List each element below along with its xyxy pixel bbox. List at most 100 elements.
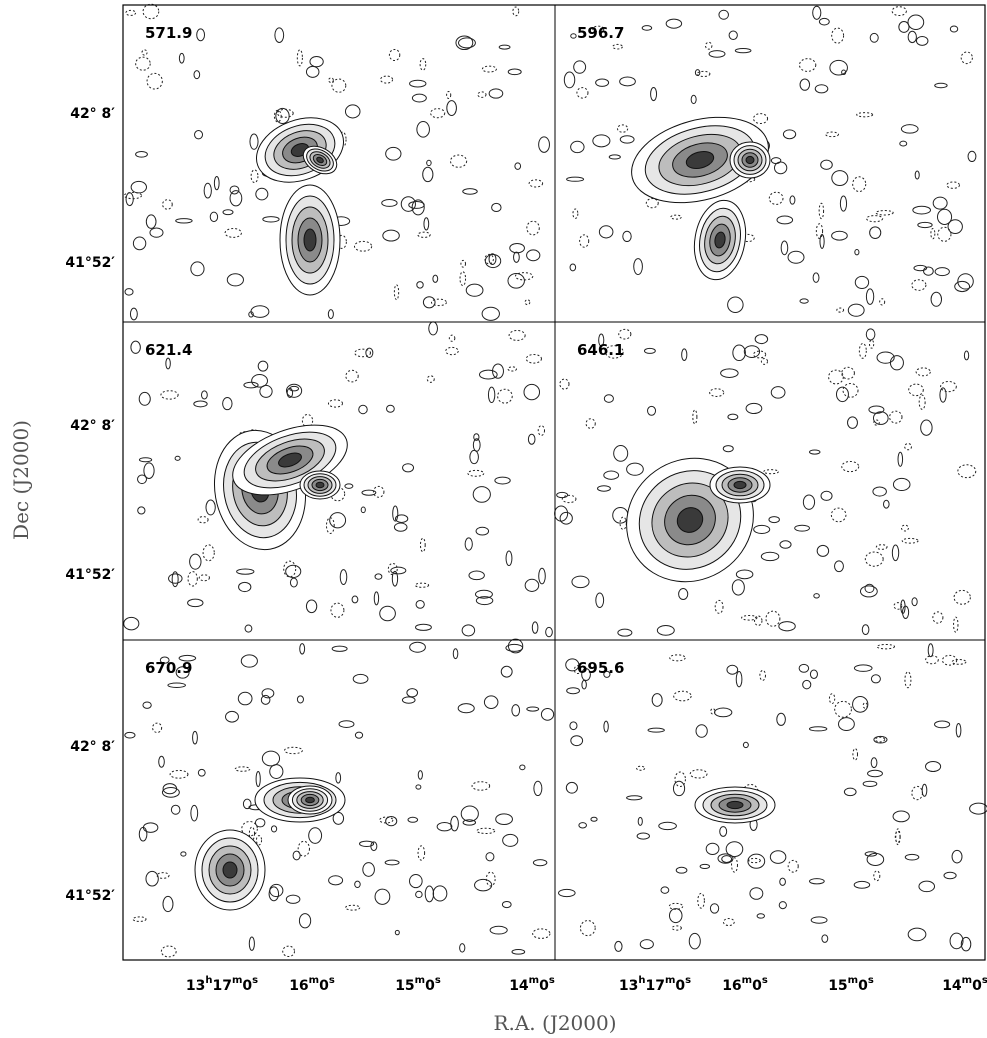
noise-contour (954, 280, 971, 293)
noise-contour (156, 872, 170, 879)
noise-contour (592, 134, 611, 148)
noise-contour (937, 226, 952, 242)
x-tick-part: s (685, 975, 691, 986)
noise-contour (512, 6, 520, 17)
noise-contour (688, 932, 701, 950)
noise-contour (892, 477, 911, 492)
noise-contour (274, 27, 285, 43)
noise-contour (779, 877, 786, 886)
emission-contour (714, 231, 726, 249)
noise-contour (508, 329, 526, 341)
noise-contour (174, 455, 181, 461)
noise-contour (532, 859, 548, 867)
noise-contour (165, 357, 171, 370)
x-tick-part: s (868, 975, 874, 986)
noise-contour (432, 274, 439, 283)
noise-contour (193, 70, 201, 80)
noise-contour (393, 284, 400, 301)
noise-contour (902, 605, 910, 619)
noise-contour (391, 570, 399, 587)
noise-contour (714, 599, 724, 614)
noise-contour (907, 927, 927, 942)
noise-contour (203, 182, 212, 199)
panel-label: 646.1 (577, 341, 624, 359)
noise-contour (124, 288, 134, 296)
noise-contour (409, 79, 427, 88)
x-tick-label: 15m0s (395, 975, 441, 994)
noise-contour (125, 9, 137, 16)
noise-contour (249, 133, 259, 150)
noise-contour (639, 939, 654, 950)
noise-contour (430, 108, 446, 119)
noise-contour (816, 544, 830, 557)
noise-contour (957, 273, 974, 290)
noise-contour (918, 394, 926, 410)
noise-contour (899, 140, 908, 147)
noise-contour (556, 491, 569, 499)
noise-contour (358, 404, 368, 415)
x-tick-part: s (549, 975, 555, 986)
noise-contour (388, 48, 401, 62)
x-tick-part: 16 (722, 978, 741, 994)
noise-contour (572, 208, 579, 219)
noise-contour (241, 821, 258, 837)
noise-contour (808, 878, 825, 885)
noise-contour (417, 770, 423, 780)
noise-contour (821, 934, 829, 943)
noise-contour (891, 6, 907, 16)
noise-contour (915, 367, 931, 377)
noise-contour (175, 666, 190, 679)
noise-contour (514, 162, 522, 170)
noise-contour (893, 602, 903, 610)
noise-contour (243, 381, 259, 389)
noise-contour (830, 507, 847, 523)
noise-contour (129, 307, 138, 321)
x-tick-label: 16m0s (722, 975, 768, 994)
x-tick-part: m (415, 975, 425, 986)
noise-contour (936, 208, 953, 226)
noise-contour (374, 573, 383, 580)
noise-contour (581, 679, 587, 690)
noise-contour (352, 673, 369, 684)
noise-contour (402, 463, 415, 473)
noise-contour (765, 610, 781, 627)
noise-contour (668, 902, 684, 910)
noise-contour (283, 560, 297, 578)
noise-contour (900, 524, 909, 532)
noise-contour (563, 71, 576, 89)
noise-contour (180, 851, 187, 857)
noise-contour (225, 710, 239, 723)
noise-contour (255, 835, 263, 846)
noise-contour (947, 219, 963, 235)
noise-contour (898, 21, 910, 33)
noise-contour (875, 544, 888, 550)
noise-contour (612, 43, 623, 50)
noise-contour (401, 696, 416, 704)
noise-contour (382, 229, 400, 242)
x-tick-part: 17 (646, 978, 665, 994)
noise-contour (834, 560, 844, 573)
noise-contour (799, 298, 809, 304)
noise-contour (570, 140, 585, 154)
noise-contour (201, 390, 208, 400)
noise-contour (831, 27, 845, 44)
noise-contour (344, 104, 361, 119)
noise-contour (870, 674, 881, 684)
noise-contour (237, 691, 253, 706)
noise-contour (296, 695, 304, 704)
noise-contour (162, 895, 174, 913)
noise-contour (158, 755, 165, 768)
y-tick-label: 41°52′ (65, 888, 115, 904)
emission-contour (278, 452, 302, 468)
noise-contour (901, 537, 919, 544)
noise-contour (393, 522, 408, 532)
noise-contour (842, 383, 859, 398)
noise-contour (187, 598, 204, 608)
noise-contour (565, 658, 580, 672)
noise-contour (740, 233, 755, 243)
noise-contour (145, 870, 159, 887)
noise-contour (894, 830, 901, 844)
noise-contour (645, 198, 659, 209)
noise-contour (473, 433, 480, 441)
noise-contour (448, 334, 456, 342)
